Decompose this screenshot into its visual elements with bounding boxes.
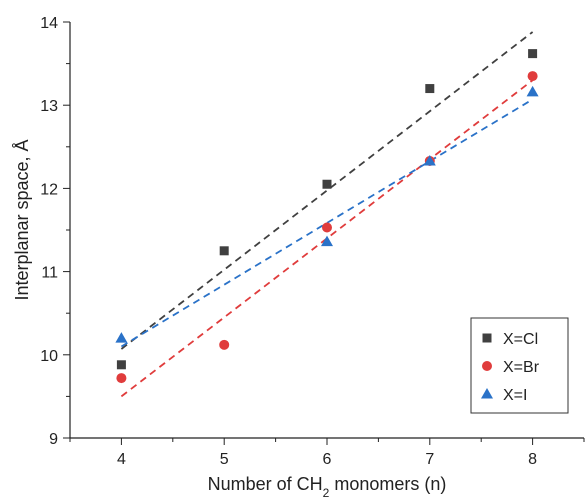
y-tick-label: 14 xyxy=(40,15,58,32)
fit-line-3 xyxy=(120,98,534,348)
fit-line-2 xyxy=(120,79,534,398)
data-point-s3-3 xyxy=(423,154,436,166)
data-point-s1-3 xyxy=(322,179,332,189)
fit-line-1 xyxy=(120,31,534,350)
data-point-s1-2 xyxy=(219,246,229,256)
x-axis-ticks: 4 5 6 7 8 xyxy=(69,438,585,468)
x-tick-label: 4 xyxy=(117,451,126,468)
data-point-s2-5 xyxy=(527,71,538,82)
x-axis-label: Number of CH2 monomers (n) xyxy=(208,474,447,500)
y-tick-label: 10 xyxy=(40,348,58,365)
x-tick-label: 7 xyxy=(425,451,434,468)
data-point-s3-1 xyxy=(115,332,128,343)
y-tick-label: 9 xyxy=(49,431,58,448)
legend-marker-2 xyxy=(482,361,492,371)
y-axis-label: Interplanar space, Å xyxy=(12,139,32,300)
data-points xyxy=(115,49,539,384)
y-tick-label: 11 xyxy=(41,265,58,282)
data-point-s1-5 xyxy=(528,49,538,59)
data-point-s2-2 xyxy=(219,339,230,350)
legend-label-2: X=Br xyxy=(503,359,540,376)
data-point-s3-4 xyxy=(526,85,539,97)
data-point-s3-2 xyxy=(321,235,333,247)
legend-marker-1 xyxy=(482,333,492,343)
y-tick-label: 12 xyxy=(40,181,58,198)
legend-marker-3 xyxy=(481,388,493,399)
y-tick-label: 13 xyxy=(40,98,58,115)
legend: X=Cl X=Br X=I xyxy=(470,317,569,414)
y-axis-ticks: 9 10 11 12 13 14 xyxy=(40,15,70,448)
x-tick-label: 8 xyxy=(528,451,537,468)
x-tick-label: 6 xyxy=(323,451,332,468)
legend-label-3: X=I xyxy=(503,387,527,404)
data-point-s2-1 xyxy=(116,373,127,384)
data-point-s1-4 xyxy=(425,84,435,94)
x-tick-label: 5 xyxy=(220,451,229,468)
fit-lines xyxy=(120,31,534,398)
data-point-s2-3 xyxy=(322,222,332,233)
data-point-s1-1 xyxy=(116,360,126,370)
legend-label-1: X=Cl xyxy=(503,331,538,348)
